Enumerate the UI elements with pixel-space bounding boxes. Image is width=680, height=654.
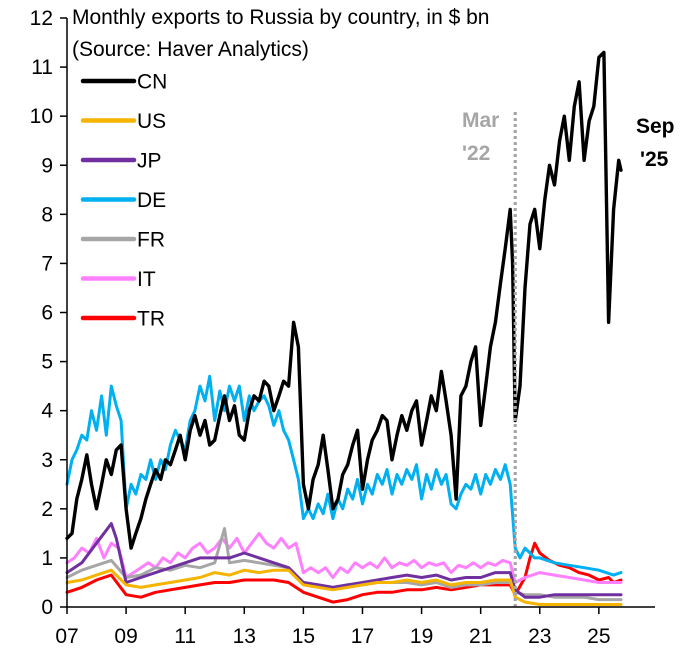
legend-label-it: IT <box>137 268 156 291</box>
x-tick-label: 07 <box>55 625 78 648</box>
y-tick-label: 7 <box>41 252 53 275</box>
legend-label-fr: FR <box>137 229 165 252</box>
series-line-us <box>65 568 623 606</box>
y-tick-label: 12 <box>30 7 53 30</box>
chart-title: Monthly exports to Russia by country, in… <box>72 6 489 29</box>
legend-label-us: US <box>137 110 166 133</box>
y-tick-label: 11 <box>31 56 53 79</box>
y-tick-label: 3 <box>41 449 53 472</box>
legend-label-cn: CN <box>137 71 167 94</box>
legend: CN US JP DE FR IT TR <box>80 71 167 331</box>
x-tick-label: 17 <box>351 625 374 648</box>
series-line-de <box>65 374 623 577</box>
chart-subtitle: (Source: Haver Analytics) <box>72 38 309 61</box>
x-axis-ticks: 07 09 11 13 15 17 19 21 23 25 <box>55 607 611 648</box>
series-line-it <box>65 531 623 584</box>
legend-label-tr: TR <box>137 308 165 331</box>
y-tick-label: 1 <box>41 547 53 570</box>
x-tick-label: 23 <box>528 625 551 648</box>
y-tick-label: 6 <box>41 302 53 325</box>
x-tick-label: 09 <box>114 625 137 648</box>
annotation-sep-line2: '25 <box>640 148 669 171</box>
x-tick-label: 19 <box>410 625 433 648</box>
y-tick-label: 5 <box>41 351 53 374</box>
annotation-sep-line1: Sep <box>636 115 675 138</box>
y-tick-label: 9 <box>41 154 53 177</box>
legend-label-jp: JP <box>137 150 162 173</box>
y-tick-label: 2 <box>41 498 53 521</box>
legend-label-de: DE <box>137 189 166 212</box>
x-tick-label: 13 <box>233 625 256 648</box>
x-tick-label: 11 <box>174 625 196 648</box>
series-line-cn <box>65 50 623 550</box>
annotation-mar-line2: '22 <box>462 142 490 165</box>
annotations: Mar '22 Sep '25 <box>462 109 675 171</box>
series-group <box>65 50 623 606</box>
annotation-mar-line1: Mar <box>462 109 499 132</box>
y-tick-label: 0 <box>41 596 53 619</box>
y-tick-label: 8 <box>41 203 53 226</box>
series-line-jp <box>65 522 623 599</box>
y-tick-label: 10 <box>30 105 53 128</box>
x-tick-label: 15 <box>292 625 315 648</box>
x-tick-label: 25 <box>587 625 610 648</box>
x-tick-label: 21 <box>469 625 492 648</box>
y-tick-label: 4 <box>41 400 53 423</box>
